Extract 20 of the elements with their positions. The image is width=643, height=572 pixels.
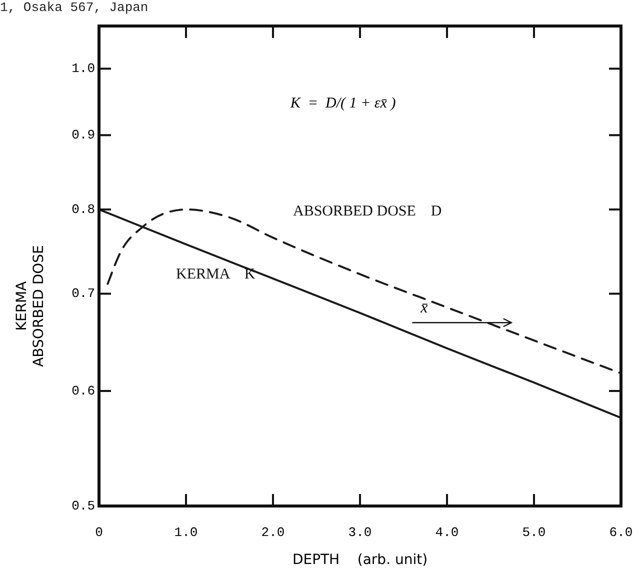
y-tick-label: 0.8	[72, 202, 95, 217]
x-tick-label: 6.0	[609, 525, 633, 540]
x-tick-label: 5.0	[522, 525, 546, 540]
y-tick-label: 0.5	[72, 498, 95, 514]
x-tick-label: 3.0	[348, 525, 372, 540]
y-tick-label: 0.7	[72, 286, 95, 302]
annotation: K = D/( 1 + εx̄ )	[289, 96, 396, 112]
text: 1, Osaka 567, Japan	[0, 0, 148, 15]
y-tick-label: 1.0	[72, 61, 95, 76]
x-tick-label: 2.0	[261, 525, 285, 540]
series-label: ABSORBED DOSE D	[293, 204, 442, 220]
y-tick-label: 0.6	[72, 383, 95, 398]
x-tick-label: 4.0	[435, 525, 459, 540]
series-label: KERMA K	[176, 266, 256, 282]
annotation: x̄	[420, 300, 428, 317]
x-tick-label: 1.0	[174, 525, 198, 540]
x-axis-title: DEPTH (arb. unit)	[292, 552, 428, 568]
y-tick-label: 0.9	[72, 128, 95, 143]
y-axis-title: KERMA ABSORBED DOSE	[14, 245, 47, 367]
x-tick-label: 0	[95, 525, 103, 540]
